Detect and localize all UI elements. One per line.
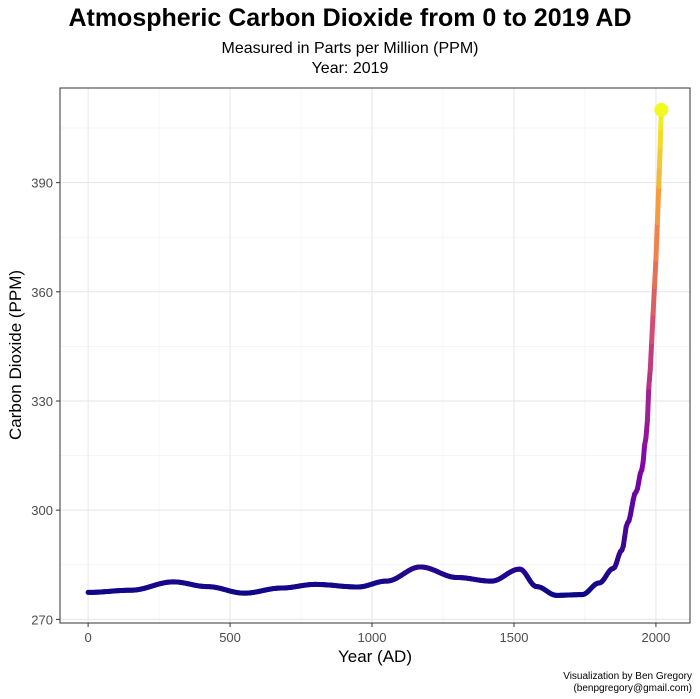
y-tick-label: 330 [31, 394, 53, 409]
co2-line-segment [656, 163, 662, 189]
co2-line-segment [644, 384, 652, 424]
chart-subtitle: Measured in Parts per Million (PPM) [221, 40, 479, 57]
chart-year-label: Year: 2019 [311, 60, 389, 77]
co2-line-segment [643, 418, 650, 440]
x-tick-label: 2000 [641, 630, 670, 645]
x-tick-label: 1500 [500, 630, 529, 645]
co2-line-segment [653, 220, 660, 262]
plot-panel-border [59, 87, 691, 624]
chart-title: Atmospheric Carbon Dioxide from 0 to 201… [68, 4, 632, 32]
co2-line-segment [657, 125, 664, 149]
y-axis-label: Carbon Dioxide (PPM) [6, 270, 25, 440]
co2-line-segment [656, 143, 663, 169]
caption-line: (benpgregory@gmail.com) [573, 683, 692, 694]
co2-line-segment [650, 283, 658, 317]
co2-line-segment [652, 256, 659, 289]
co2-line-segment [646, 367, 653, 390]
co2-line-segment [647, 339, 655, 373]
current-year-point [654, 102, 669, 117]
caption-line: Visualization by Ben Gregory [563, 671, 692, 682]
co2-line-segment [654, 183, 662, 226]
y-tick-label: 360 [31, 285, 53, 300]
y-tick-label: 270 [31, 612, 53, 627]
x-tick-label: 0 [84, 630, 91, 645]
x-axis-label: Year (AD) [338, 647, 412, 666]
y-tick-label: 390 [31, 176, 53, 191]
x-tick-label: 1000 [358, 630, 387, 645]
y-tick-label: 300 [31, 503, 53, 518]
caption: Visualization by Ben Gregory (benpgregor… [563, 671, 692, 695]
x-tick-label: 500 [219, 630, 241, 645]
co2-line-segment [649, 311, 656, 345]
co2-line-segment [640, 443, 648, 465]
